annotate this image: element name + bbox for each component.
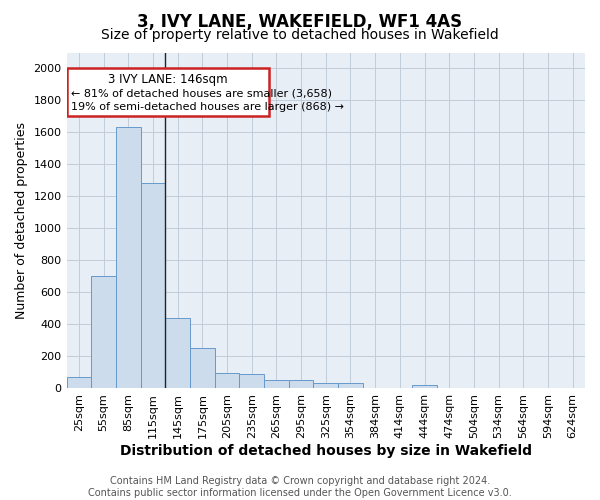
- Bar: [67, 68, 269, 116]
- Bar: [91, 276, 116, 388]
- Bar: [140, 182, 165, 388]
- Text: 3 IVY LANE: 146sqm: 3 IVY LANE: 146sqm: [108, 72, 228, 86]
- Text: 19% of semi-detached houses are larger (868) →: 19% of semi-detached houses are larger (…: [71, 102, 344, 112]
- Bar: [165, 318, 190, 388]
- Bar: [116, 127, 140, 388]
- X-axis label: Distribution of detached houses by size in Wakefield: Distribution of detached houses by size …: [120, 444, 532, 458]
- Y-axis label: Number of detached properties: Number of detached properties: [15, 122, 28, 318]
- Bar: [412, 385, 437, 388]
- Text: 3, IVY LANE, WAKEFIELD, WF1 4AS: 3, IVY LANE, WAKEFIELD, WF1 4AS: [137, 12, 463, 30]
- Text: ← 81% of detached houses are smaller (3,658): ← 81% of detached houses are smaller (3,…: [71, 88, 332, 99]
- Bar: [190, 348, 215, 388]
- Bar: [264, 380, 289, 388]
- Bar: [239, 374, 264, 388]
- Bar: [313, 384, 338, 388]
- Bar: [215, 373, 239, 388]
- Bar: [67, 377, 91, 388]
- Text: Size of property relative to detached houses in Wakefield: Size of property relative to detached ho…: [101, 28, 499, 42]
- Bar: [338, 384, 363, 388]
- Bar: [289, 380, 313, 388]
- Text: Contains HM Land Registry data © Crown copyright and database right 2024.
Contai: Contains HM Land Registry data © Crown c…: [88, 476, 512, 498]
